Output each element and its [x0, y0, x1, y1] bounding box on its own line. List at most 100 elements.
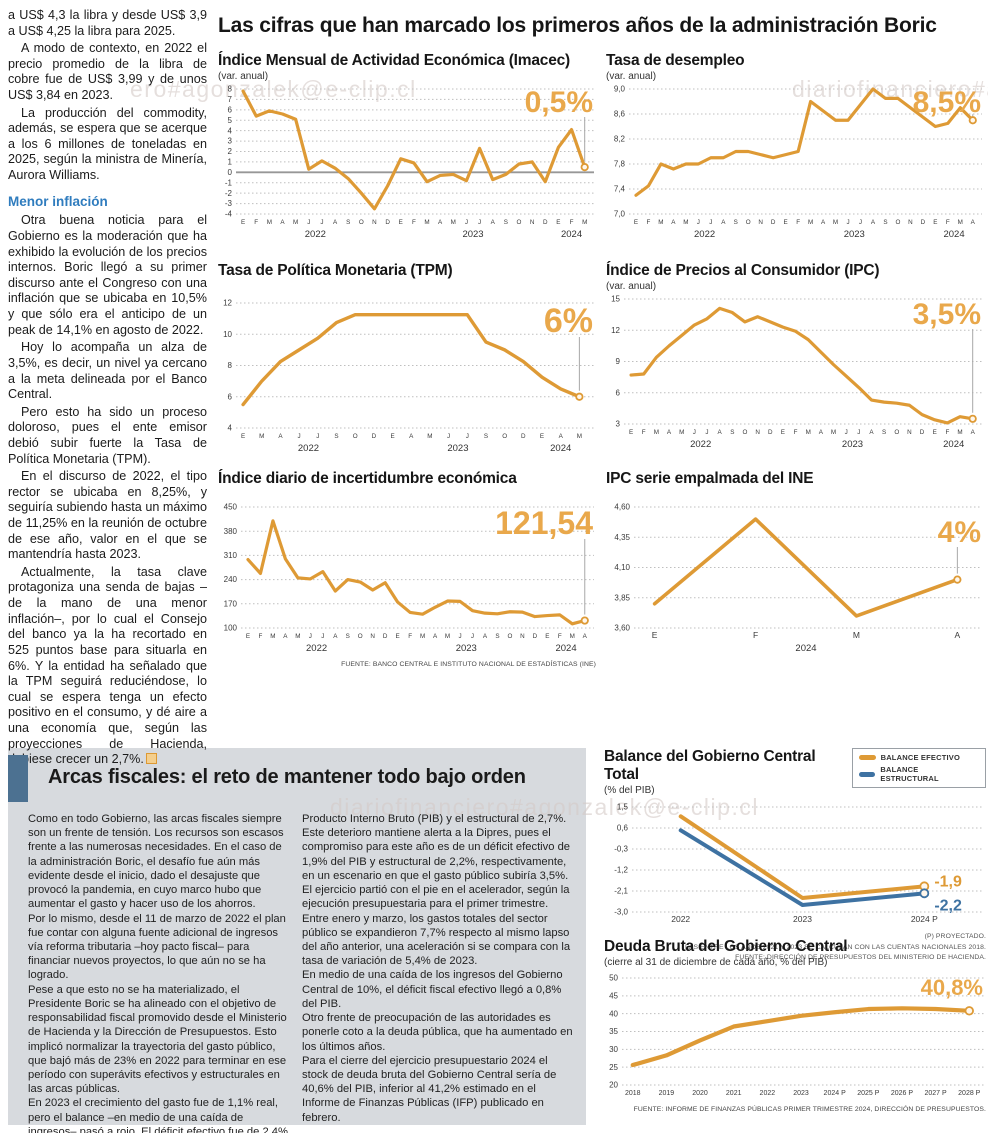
svg-text:M: M: [654, 429, 659, 436]
svg-text:S: S: [334, 433, 338, 440]
svg-text:310: 310: [224, 551, 238, 560]
svg-text:J: J: [697, 219, 700, 226]
svg-text:-0,3: -0,3: [614, 845, 628, 854]
chart-tpm: Tasa de Política Monetaria (TPM) 12 10 8 6 4…: [218, 262, 596, 458]
legend-label: BALANCE ESTRUCTURAL: [880, 765, 939, 783]
svg-text:M: M: [958, 219, 963, 226]
svg-text:35: 35: [609, 1027, 618, 1036]
svg-text:M: M: [831, 429, 836, 436]
svg-text:J: J: [307, 219, 310, 226]
legend-label: BALANCE EFECTIVO: [880, 753, 961, 762]
svg-text:50: 50: [609, 974, 618, 983]
svg-text:0,5%: 0,5%: [525, 86, 593, 119]
svg-text:45: 45: [609, 991, 618, 1000]
svg-text:7: 7: [228, 95, 233, 104]
source-note: FUENTE: BANCO CENTRAL E INSTITUTO NACION…: [341, 661, 596, 668]
svg-text:A: A: [333, 219, 338, 226]
paragraph: El ejercicio partió con el pie en el ace…: [302, 884, 571, 968]
paragraph: A modo de contexto, en 2022 el precio pr…: [8, 41, 207, 103]
svg-text:J: J: [320, 219, 323, 226]
paragraph-text: Actualmente, la tasa clave protagoniza u…: [8, 564, 207, 767]
svg-text:0,6: 0,6: [617, 824, 629, 833]
svg-text:25: 25: [609, 1063, 618, 1072]
svg-text:O: O: [359, 219, 364, 226]
svg-text:A: A: [438, 219, 443, 226]
svg-text:A: A: [971, 219, 976, 226]
paragraph: En medio de una caída de los ingresos de…: [302, 969, 563, 1010]
svg-text:E: E: [933, 429, 937, 436]
svg-text:15: 15: [611, 295, 620, 304]
source-note: FUENTE: INFORME DE FINANZAS PÚBLICAS PRI…: [633, 1106, 986, 1113]
svg-text:-2: -2: [225, 189, 233, 198]
svg-text:J: J: [857, 429, 860, 436]
svg-text:7,0: 7,0: [614, 210, 626, 219]
svg-text:E: E: [784, 219, 788, 226]
svg-text:100: 100: [224, 624, 238, 633]
svg-text:E: E: [652, 630, 658, 640]
svg-text:D: D: [372, 433, 377, 440]
paragraph: Otro frente de preocupación de las autor…: [302, 1012, 573, 1053]
svg-text:M: M: [293, 219, 298, 226]
chart-title: Índice de Precios al Consumidor (IPC): [606, 262, 880, 279]
svg-text:8,5%: 8,5%: [913, 86, 981, 119]
chart-header-text: Balance del Gobierno Central Total (% de…: [604, 748, 852, 796]
svg-text:8: 8: [228, 85, 233, 94]
svg-text:S: S: [495, 633, 499, 640]
svg-text:A: A: [667, 429, 672, 436]
svg-text:2024 P: 2024 P: [911, 914, 938, 924]
svg-text:M: M: [270, 633, 275, 640]
note-line: LAS ENTRE LOS AÑOS 2021 Y 2023 SE CALCUL…: [684, 943, 986, 951]
svg-text:F: F: [946, 219, 950, 226]
legend-swatch-efectivo: [858, 755, 876, 760]
svg-text:S: S: [484, 433, 488, 440]
svg-text:1: 1: [228, 158, 233, 167]
svg-text:F: F: [794, 429, 798, 436]
svg-text:O: O: [502, 433, 507, 440]
svg-text:2022: 2022: [298, 443, 319, 454]
svg-text:J: J: [316, 433, 319, 440]
deuda-plot: 50 45 40 35 30 25 20 2018 2019 2020 2021 2022 2023 20…: [609, 974, 984, 1097]
svg-text:0: 0: [228, 168, 233, 177]
svg-text:F: F: [259, 633, 263, 640]
svg-text:O: O: [742, 429, 747, 436]
svg-text:A: A: [871, 219, 876, 226]
svg-text:E: E: [396, 633, 400, 640]
svg-text:3: 3: [228, 137, 233, 146]
svg-text:O: O: [353, 433, 358, 440]
svg-text:3: 3: [616, 420, 621, 429]
svg-text:3,5%: 3,5%: [913, 298, 981, 331]
svg-text:A: A: [433, 633, 438, 640]
svg-text:2023: 2023: [844, 229, 865, 240]
svg-text:M: M: [295, 633, 300, 640]
svg-text:8,6: 8,6: [614, 110, 626, 119]
svg-text:4: 4: [228, 126, 233, 135]
svg-text:7,4: 7,4: [614, 185, 626, 194]
svg-text:D: D: [771, 219, 776, 226]
svg-text:S: S: [346, 219, 350, 226]
svg-text:F: F: [412, 219, 416, 226]
svg-text:S: S: [346, 633, 350, 640]
svg-text:170: 170: [224, 599, 238, 608]
svg-text:20: 20: [609, 1081, 618, 1090]
svg-text:N: N: [758, 219, 763, 226]
svg-text:E: E: [241, 433, 245, 440]
svg-text:8: 8: [228, 361, 233, 370]
svg-text:2023: 2023: [793, 914, 812, 924]
svg-text:F: F: [796, 219, 800, 226]
svg-text:2024 P: 2024 P: [824, 1090, 847, 1097]
chart-subtitle: (cierre al 31 de diciembre de cada año, …: [604, 957, 828, 968]
svg-text:D: D: [920, 429, 925, 436]
svg-text:6%: 6%: [544, 302, 593, 340]
svg-text:2023: 2023: [456, 643, 477, 654]
paragraph: Pero esto ha sido un proceso doloroso, p…: [8, 404, 207, 466]
svg-text:J: J: [846, 219, 849, 226]
ipc-empalmada-plot: 4,60 4,35 4,10 3,85 3,60 E F M A 2024 4%: [614, 503, 982, 654]
svg-text:6: 6: [616, 388, 621, 397]
svg-text:J: J: [309, 633, 312, 640]
svg-text:2020: 2020: [692, 1090, 708, 1097]
svg-text:M: M: [427, 433, 432, 440]
svg-text:D: D: [533, 633, 538, 640]
svg-text:J: J: [705, 429, 708, 436]
svg-text:S: S: [883, 219, 887, 226]
